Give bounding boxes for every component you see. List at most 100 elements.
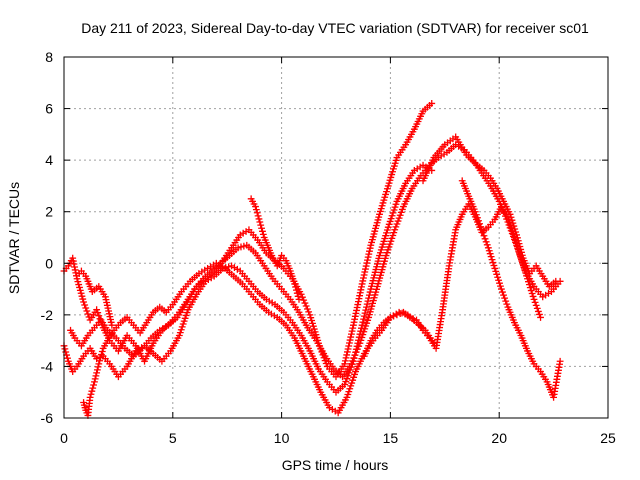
data-point (256, 218, 264, 226)
data-point (492, 267, 500, 275)
data-point (94, 309, 102, 317)
data-point (534, 308, 542, 315)
data-point (341, 357, 349, 365)
data-point (253, 209, 261, 217)
data-point (360, 312, 368, 320)
data-point (258, 224, 265, 232)
data-point (480, 232, 488, 240)
data-point (363, 300, 371, 308)
data-point (97, 354, 104, 362)
data-point (475, 217, 482, 225)
data-point (364, 256, 371, 264)
data-point (387, 314, 394, 321)
data-point (536, 311, 543, 318)
data-point (259, 227, 266, 235)
data-point (362, 265, 369, 273)
data-point (355, 342, 363, 350)
data-point (345, 339, 353, 347)
axis-ticks: 0 5 10 15 20 25 -6 -4 -2 0 2 4 6 8 (41, 49, 616, 446)
data-point (529, 293, 537, 300)
series-track-6 (419, 133, 560, 290)
data-point (486, 250, 494, 258)
data-point (362, 262, 370, 270)
data-point (91, 375, 99, 383)
data-point (530, 295, 538, 303)
data-point (483, 241, 491, 249)
data-point (61, 345, 69, 353)
data-point (347, 330, 355, 338)
y-tick-label: 8 (45, 49, 53, 65)
series-track-8 (247, 195, 303, 303)
data-point (533, 305, 541, 312)
data-point (502, 297, 510, 305)
data-point (363, 303, 370, 311)
data-point (366, 288, 374, 296)
data-point (62, 348, 70, 356)
data-point (479, 229, 487, 237)
data-point (359, 318, 367, 326)
data-point (484, 244, 492, 252)
data-point (108, 321, 116, 329)
data-point (481, 235, 489, 243)
data-point (89, 384, 97, 392)
data-point (359, 277, 367, 285)
x-tick-label: 5 (169, 430, 177, 446)
data-point (93, 366, 101, 374)
data-point (487, 253, 495, 261)
data-point (347, 333, 355, 341)
data-point (305, 308, 313, 316)
data-point (532, 302, 540, 309)
data-point (357, 324, 365, 332)
data-point (349, 357, 356, 365)
data-point (526, 284, 534, 291)
data-point (301, 299, 309, 307)
series-track-5 (360, 200, 544, 360)
x-tick-label: 0 (60, 430, 68, 446)
y-tick-label: -4 (41, 358, 54, 374)
data-point (471, 208, 479, 216)
data-point (393, 311, 401, 319)
data-point (358, 280, 366, 288)
data-point (348, 327, 356, 335)
data-point (302, 302, 310, 310)
data-point (507, 213, 515, 221)
data-point (98, 351, 105, 358)
data-point (354, 345, 361, 353)
data-point (346, 336, 354, 344)
data-point (81, 301, 89, 309)
data-point (491, 265, 499, 272)
data-point (83, 307, 91, 315)
data-point (254, 212, 262, 220)
data-point (343, 348, 351, 356)
data-point (496, 279, 503, 287)
data-point (510, 222, 518, 230)
data-point (93, 369, 101, 377)
data-point (524, 275, 531, 283)
data-point (86, 393, 94, 401)
data-point (500, 291, 507, 299)
data-point (478, 226, 486, 234)
data-point (98, 348, 106, 355)
data-point (525, 281, 533, 289)
data-point (509, 219, 517, 227)
data-point (488, 256, 496, 264)
data-series (60, 100, 564, 419)
data-point (366, 247, 373, 255)
data-point (88, 387, 96, 395)
y-tick-label: 4 (45, 152, 53, 168)
series-track-7 (458, 177, 564, 401)
data-point (497, 282, 504, 290)
chart-title: Day 211 of 2023, Sidereal Day-to-day VTE… (81, 20, 589, 36)
data-point (95, 360, 103, 368)
data-point (366, 244, 374, 252)
data-point (293, 289, 301, 297)
x-tick-label: 20 (491, 430, 507, 446)
data-point (490, 262, 498, 269)
y-tick-label: -6 (41, 410, 54, 426)
data-point (489, 259, 497, 266)
data-point (300, 296, 308, 304)
data-point (96, 315, 104, 323)
data-point (299, 293, 306, 301)
data-point (365, 250, 373, 258)
